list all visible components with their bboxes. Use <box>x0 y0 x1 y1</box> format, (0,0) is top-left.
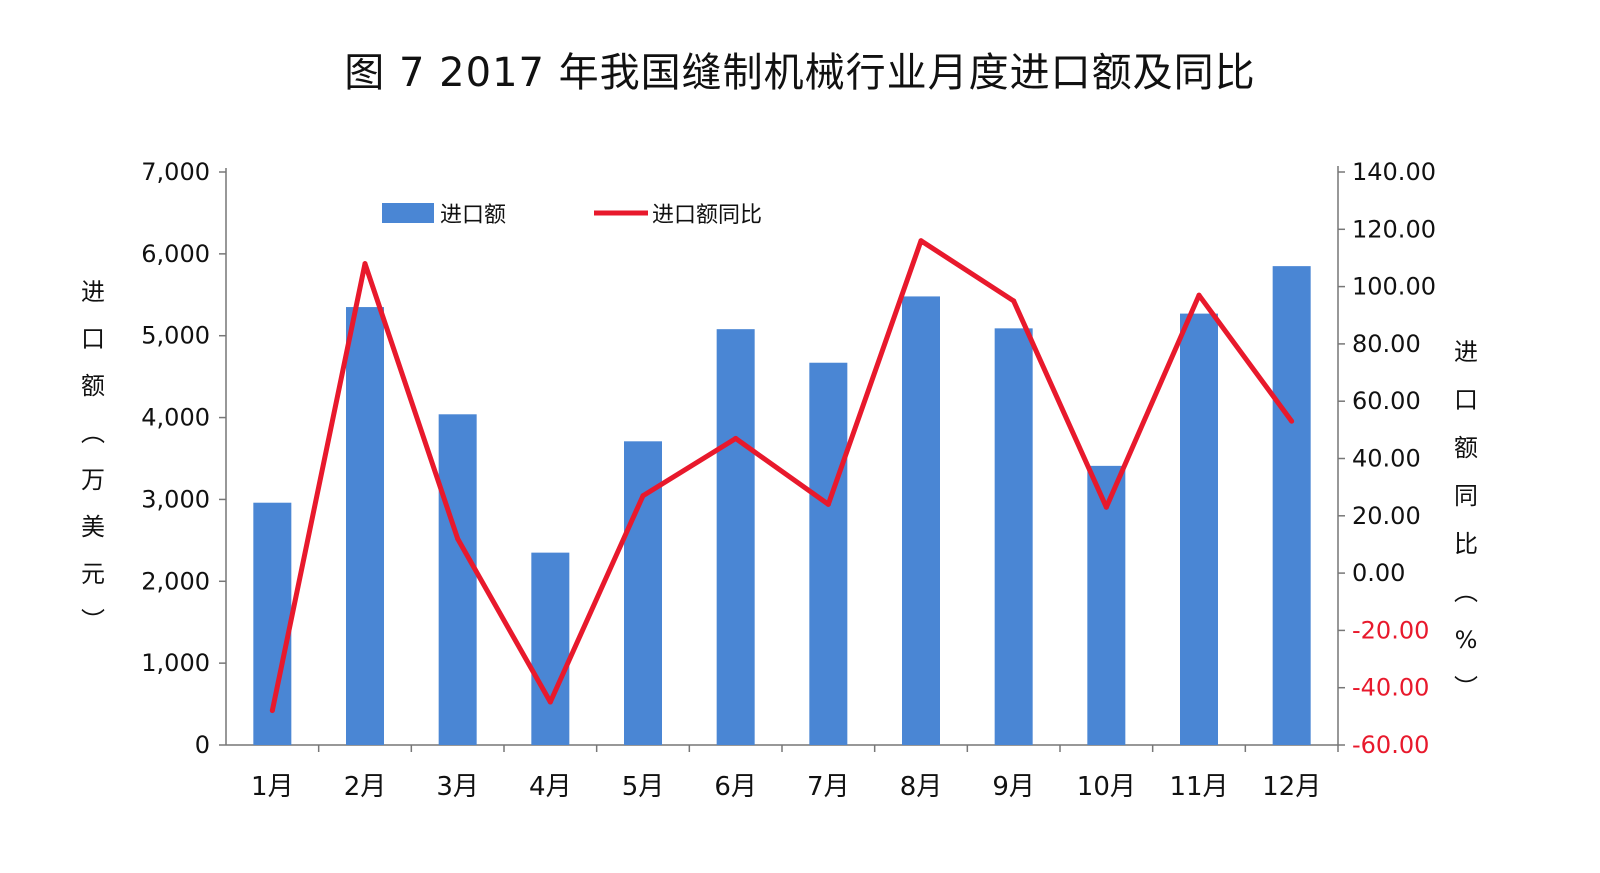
axis-title-char: 口 <box>1454 386 1478 414</box>
line-point <box>362 261 368 267</box>
line-point <box>918 238 924 244</box>
bar <box>438 414 477 745</box>
x-tick-label: 11月 <box>1169 772 1228 802</box>
left-tick-label: 0 <box>195 731 210 759</box>
right-tick-label: 60.00 <box>1352 387 1421 415</box>
axis-title-char: ︵ <box>1454 578 1478 606</box>
x-tick-label: 3月 <box>436 772 479 802</box>
axis-title-char: 额 <box>81 372 105 400</box>
axis-title-char: 万 <box>81 466 105 494</box>
bar <box>346 307 384 745</box>
line-path <box>269 238 1294 712</box>
axis-title-char: 额 <box>1454 434 1478 462</box>
right-tick-label: 0.00 <box>1352 559 1405 587</box>
right-tick-label: 120.00 <box>1352 215 1436 243</box>
axis-title-char: 口 <box>81 325 105 353</box>
bar <box>1087 465 1126 745</box>
x-tick-label: 4月 <box>529 772 572 802</box>
axis-title-char: 比 <box>1454 530 1478 558</box>
axis-labels: 进口额︵万美元︶进口额同比︵%︶ <box>81 278 1478 702</box>
axis-title-char: ︵ <box>81 419 105 447</box>
bar <box>994 328 1033 745</box>
x-tick-label: 10月 <box>1077 772 1136 802</box>
chart-title: 图 7 2017 年我国缝制机械行业月度进口额及同比 <box>344 50 1256 96</box>
right-tick-label: -40.00 <box>1352 674 1429 702</box>
legend: 进口额 进口额同比 <box>382 203 762 228</box>
axis-title-char: ︶ <box>81 607 105 635</box>
axes: 0 1,000 2,000 3,000 4,000 5,000 6,000 7,000 -60.… <box>141 158 1436 802</box>
axis-title-char: 同 <box>1454 482 1478 510</box>
axis-title-char: ︶ <box>1454 674 1478 702</box>
line-point <box>547 699 553 705</box>
axis-title-char: 进 <box>1454 338 1478 366</box>
axis-title-char: % <box>1455 626 1478 654</box>
line-point <box>825 501 831 507</box>
line-point <box>455 536 461 542</box>
right-tick-label: 80.00 <box>1352 330 1421 358</box>
bar <box>531 552 570 745</box>
bar <box>624 441 662 745</box>
axis-title-char: 元 <box>81 560 105 588</box>
x-tick-label: 1月 <box>251 772 294 802</box>
bar <box>716 329 755 745</box>
x-tick-label: 2月 <box>344 772 387 802</box>
x-tick-label: 9月 <box>992 772 1035 802</box>
axis-title-char: 进 <box>81 278 105 306</box>
bar-series <box>253 266 1311 745</box>
line-point <box>640 493 646 499</box>
x-tick-label: 8月 <box>900 772 943 802</box>
right-axis-title: 进口额同比 ︵% ︶ <box>1454 338 1478 702</box>
line-point <box>269 708 275 714</box>
left-tick-label: 2,000 <box>141 567 210 595</box>
legend-label-line: 进口额同比 <box>652 203 762 228</box>
right-tick-label: 20.00 <box>1352 502 1421 530</box>
left-tick-label: 4,000 <box>141 404 210 432</box>
line-point <box>1103 504 1109 510</box>
left-axis-title: 进口额 ︵ 万美元 ︶ <box>81 278 105 635</box>
line-point <box>733 435 739 441</box>
left-tick-label: 6,000 <box>141 240 210 268</box>
left-tick-label: 7,000 <box>141 158 210 186</box>
x-tick-label: 12月 <box>1262 772 1321 802</box>
right-tick-label: 40.00 <box>1352 445 1421 473</box>
line-point <box>1289 418 1295 424</box>
line-point <box>1011 298 1017 304</box>
left-tick-label: 5,000 <box>141 322 210 350</box>
legend-swatch-bar <box>382 203 434 223</box>
x-tick-label: 7月 <box>807 772 850 802</box>
right-tick-label: -60.00 <box>1352 731 1429 759</box>
left-tick-label: 3,000 <box>141 485 210 513</box>
left-tick-label: 1,000 <box>141 649 210 677</box>
right-tick-label: 140.00 <box>1352 158 1436 186</box>
bar <box>1180 313 1218 745</box>
line-series <box>269 238 1295 714</box>
bar <box>902 296 940 745</box>
right-tick-label: 100.00 <box>1352 273 1436 301</box>
x-tick-label: 6月 <box>714 772 757 802</box>
bar <box>1272 266 1311 745</box>
x-tick-label: 5月 <box>622 772 665 802</box>
right-tick-label: -20.00 <box>1352 616 1429 644</box>
line-point <box>1196 292 1202 298</box>
legend-label-bar: 进口额 <box>440 203 506 228</box>
axis-title-char: 美 <box>81 513 105 541</box>
bar <box>809 362 848 745</box>
